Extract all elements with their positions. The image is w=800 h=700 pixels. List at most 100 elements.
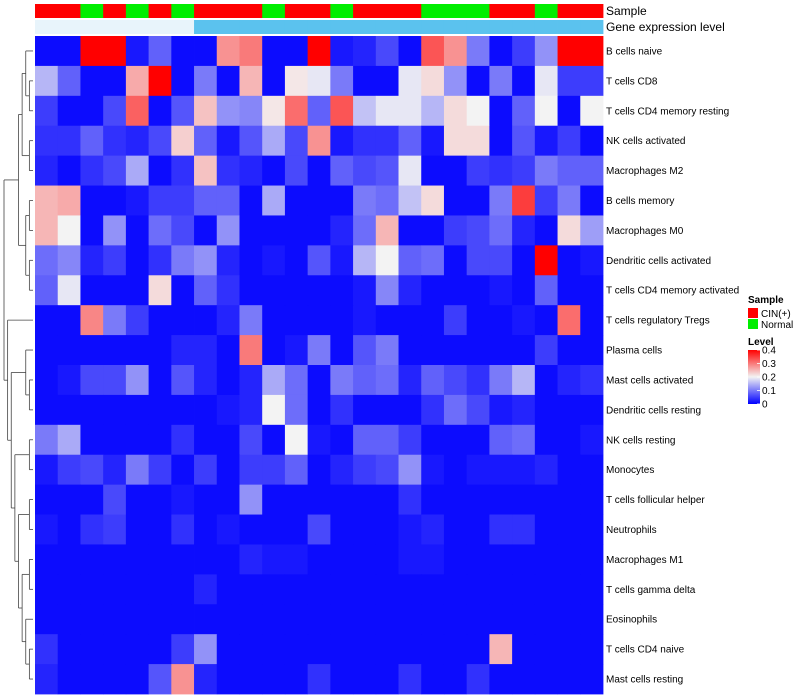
heatmap-cell <box>57 155 81 186</box>
heatmap-cell <box>194 634 218 665</box>
heatmap-cell <box>534 454 558 486</box>
heatmap-cell <box>125 125 149 157</box>
heatmap-cell <box>557 155 581 186</box>
annotation-cell-sample <box>557 4 581 18</box>
heatmap-cell <box>194 245 218 276</box>
heatmap-cell <box>330 185 354 216</box>
heatmap-cell <box>148 185 172 216</box>
heatmap-cell <box>262 514 286 545</box>
heatmap-cell <box>239 544 263 575</box>
heatmap-cell <box>103 664 127 695</box>
heatmap-cell <box>239 484 263 515</box>
heatmap-cell <box>57 484 81 515</box>
heatmap-cell <box>489 155 513 186</box>
heatmap-cell <box>57 65 81 97</box>
heatmap-cell <box>534 245 558 276</box>
heatmap-cell <box>489 305 513 336</box>
heatmap-cell <box>148 604 172 635</box>
annotation-cell-sample <box>307 4 331 18</box>
annotation-cell-level <box>534 20 558 34</box>
heatmap-cell <box>421 484 445 515</box>
heatmap-cell <box>80 394 104 426</box>
heatmap-cell <box>512 394 536 426</box>
heatmap-cell <box>557 65 581 97</box>
heatmap-cell <box>284 36 309 67</box>
heatmap-cell <box>443 634 468 665</box>
heatmap-cell <box>103 185 127 216</box>
heatmap-cell <box>353 394 377 426</box>
heatmap-cell <box>80 604 104 635</box>
heatmap-cell <box>125 454 149 486</box>
heatmap-cell <box>284 394 309 426</box>
heatmap-cell <box>557 394 581 426</box>
heatmap-cell <box>80 215 104 246</box>
heatmap-cell <box>57 36 81 67</box>
heatmap-cell <box>557 604 581 635</box>
annotation-cell-sample <box>489 4 513 18</box>
heatmap-cell <box>216 664 240 695</box>
heatmap-cell <box>35 95 59 127</box>
heatmap-cell <box>580 574 604 605</box>
heatmap-cell <box>57 514 81 545</box>
heatmap-cell <box>216 424 240 456</box>
heatmap-cell <box>284 335 309 366</box>
heatmap-cell <box>194 65 218 97</box>
annotation-cell-level <box>262 20 286 34</box>
heatmap-cell <box>398 65 422 97</box>
heatmap-cell <box>466 275 490 306</box>
heatmap-cell <box>466 36 490 67</box>
annotation-cell-level <box>557 20 581 34</box>
heatmap-cell <box>284 95 309 127</box>
heatmap-cell <box>125 664 149 695</box>
heatmap-cell <box>216 604 240 635</box>
heatmap-cell <box>194 544 218 575</box>
heatmap-cell <box>330 634 354 665</box>
heatmap-cell <box>375 604 399 635</box>
heatmap-cell <box>443 574 468 605</box>
heatmap-cell <box>443 215 468 246</box>
heatmap-cell <box>557 424 581 456</box>
heatmap-cell <box>35 335 59 366</box>
heatmap-cell <box>489 394 513 426</box>
heatmap-cell <box>239 65 263 97</box>
heatmap-cell <box>534 394 558 426</box>
heatmap-cell <box>80 544 104 575</box>
heatmap-cell <box>103 215 127 246</box>
legend-tick-label: 0.1 <box>762 386 776 397</box>
heatmap-cell <box>239 125 263 157</box>
row-label: NK cells activated <box>606 136 685 147</box>
annotation-cell-level <box>443 20 468 34</box>
heatmap-cell <box>35 65 59 97</box>
heatmap-cell <box>353 574 377 605</box>
heatmap-cell <box>512 604 536 635</box>
heatmap-cell <box>57 634 81 665</box>
heatmap-cell <box>489 215 513 246</box>
heatmap-cell <box>80 275 104 306</box>
heatmap-cell <box>125 215 149 246</box>
heatmap-cell <box>443 454 468 486</box>
heatmap-cell <box>353 604 377 635</box>
heatmap-cell <box>580 125 604 157</box>
heatmap-cell <box>330 95 354 127</box>
heatmap-cell <box>239 335 263 366</box>
heatmap-cell <box>216 544 240 575</box>
heatmap-cell <box>216 155 240 186</box>
annotation-cell-sample <box>421 4 445 18</box>
heatmap-cell <box>421 125 445 157</box>
heatmap-cell <box>307 454 331 486</box>
heatmap-cell <box>330 394 354 426</box>
annotation-cell-sample <box>466 4 490 18</box>
heatmap-cell <box>171 664 195 695</box>
heatmap-cell <box>534 484 558 515</box>
heatmap-cell <box>421 544 445 575</box>
heatmap-cell <box>125 424 149 456</box>
annotation-cell-level <box>398 20 422 34</box>
heatmap-cell <box>35 604 59 635</box>
heatmap-cell <box>125 95 149 127</box>
heatmap-cell <box>512 275 536 306</box>
heatmap-cell <box>262 185 286 216</box>
heatmap-cell <box>262 424 286 456</box>
heatmap-cell <box>284 424 309 456</box>
heatmap-cell <box>80 514 104 545</box>
heatmap-cell <box>194 155 218 186</box>
